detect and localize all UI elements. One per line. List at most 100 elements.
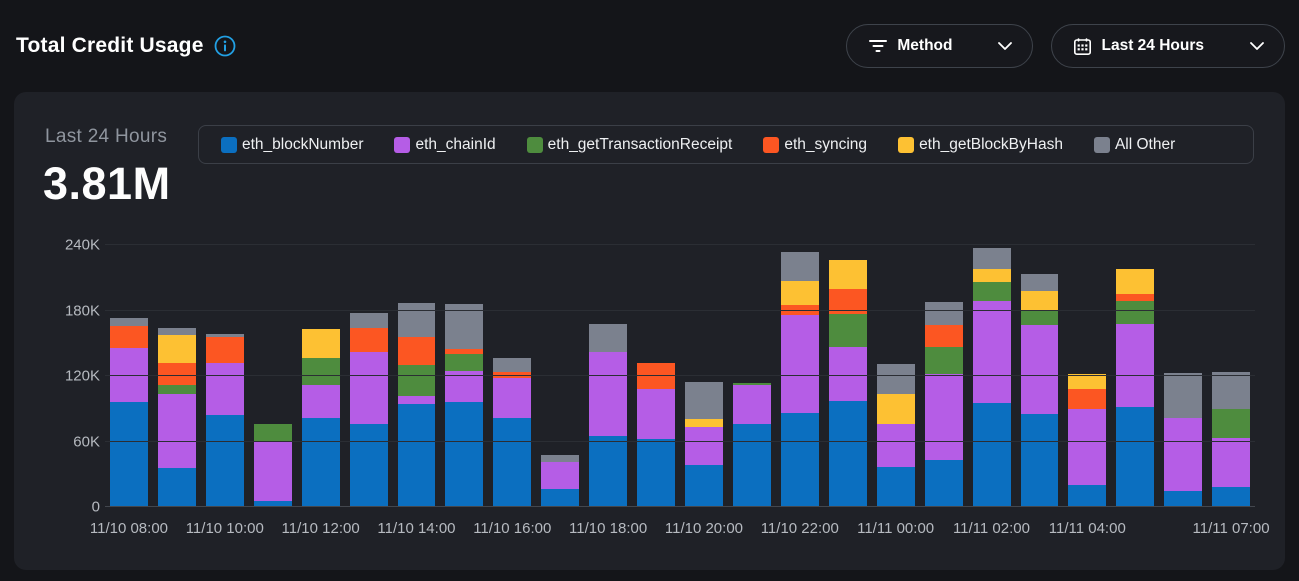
x-axis-label: 11/11 04:00 — [1048, 520, 1126, 537]
bar-segment-eth_blockNumber — [445, 402, 484, 506]
bar-segment-eth_syncing — [445, 348, 484, 355]
bar-segment-All-Other — [541, 454, 580, 463]
bars-container — [105, 244, 1255, 506]
bar-segment-eth_chainId — [349, 352, 388, 425]
bar-segment-eth_getBlockByHash — [972, 269, 1011, 283]
bar-segment-eth_getTransactionReceipt — [1116, 300, 1155, 324]
bar-segment-eth_blockNumber — [397, 404, 436, 506]
chevron-down-icon — [1250, 42, 1264, 50]
legend-label: eth_getTransactionReceipt — [547, 135, 733, 153]
x-axis-label: 11/10 18:00 — [569, 520, 648, 537]
bar-segment-eth_getTransactionReceipt — [397, 365, 436, 396]
bar-segment-eth_syncing — [397, 336, 436, 366]
gridline — [105, 244, 1255, 245]
bar-segment-All-Other — [924, 301, 963, 325]
usage-card: Last 24 Hours 3.81M eth_blockNumber eth_c… — [14, 92, 1285, 570]
legend-swatch — [526, 136, 543, 153]
bar-segment-eth_getTransactionReceipt — [253, 424, 292, 442]
x-axis-label: 11/10 10:00 — [185, 520, 264, 537]
legend-item-eth_getTransactionReceipt[interactable]: eth_getTransactionReceipt — [526, 135, 733, 154]
x-axis-label: 11/11 02:00 — [952, 520, 1030, 537]
x-axis-label: 11/11 00:00 — [857, 520, 935, 537]
bar-segment-eth_chainId — [1116, 323, 1155, 407]
bar-segment-eth_chainId — [493, 378, 532, 418]
bar-slot — [345, 312, 393, 506]
bar-segment-All-Other — [876, 364, 915, 394]
bar-segment-eth_getBlockByHash — [780, 281, 819, 306]
bar-segment-eth_getTransactionReceipt — [828, 313, 867, 347]
bar-segment-eth_chainId — [876, 424, 915, 467]
bar-slot — [1111, 269, 1159, 506]
bar-slot — [728, 382, 776, 506]
legend-swatch — [221, 136, 237, 153]
header-actions: Method Last 24 Hours — [846, 24, 1285, 68]
bar-segment-All-Other — [972, 248, 1011, 270]
bar-slot — [776, 251, 824, 506]
bar-segment-eth_chainId — [397, 395, 436, 405]
bar-segment-eth_syncing — [1116, 294, 1155, 301]
bar-slot — [1207, 371, 1255, 506]
x-axis-label: 11/10 08:00 — [89, 520, 169, 537]
bar-segment-eth_getBlockByHash — [1116, 269, 1155, 295]
x-axis-line — [105, 506, 1255, 507]
bar-segment-eth_blockNumber — [1116, 406, 1155, 506]
legend-swatch — [898, 136, 915, 153]
bar-segment-eth_blockNumber — [301, 417, 340, 506]
bar-segment-All-Other — [1164, 372, 1203, 418]
time-range-button[interactable]: Last 24 Hours — [1051, 24, 1285, 68]
legend-label: eth_getBlockByHash — [919, 135, 1063, 153]
bar-segment-eth_chainId — [685, 427, 723, 465]
bar-segment-eth_getTransactionReceipt — [924, 346, 963, 374]
legend-item-eth_blockNumber[interactable]: eth_blockNumber — [221, 136, 363, 154]
bar-segment-eth_blockNumber — [637, 439, 676, 506]
bar-segment-eth_chainId — [732, 384, 771, 425]
bar-segment-eth_syncing — [205, 336, 244, 364]
bar-slot — [824, 260, 872, 506]
y-axis-label: 0 — [91, 498, 100, 516]
y-axis-label: 120K — [64, 367, 100, 385]
bar-slot — [1016, 273, 1064, 506]
bar-slot — [249, 424, 297, 506]
legend-item-eth_chainId[interactable]: eth_chainId — [394, 135, 496, 154]
bar-segment-eth_chainId — [541, 462, 580, 489]
method-filter-button[interactable]: Method — [846, 24, 1034, 68]
info-icon[interactable] — [214, 35, 236, 57]
title-wrap: Total Credit Usage — [16, 34, 236, 58]
bar-segment-All-Other — [780, 251, 819, 282]
bar-segment-eth_blockNumber — [1068, 485, 1107, 506]
bar-segment-eth_getBlockByHash — [157, 334, 196, 364]
filter-icon — [869, 40, 888, 52]
legend-item-eth_getBlockByHash[interactable]: eth_getBlockByHash — [898, 136, 1063, 154]
bar-segment-All-Other — [589, 323, 628, 353]
x-axis-label: 11/10 14:00 — [377, 520, 456, 537]
method-filter-label: Method — [897, 37, 953, 54]
usage-chart: 0 60K 120K 180K 240K 11/10 08:00 11/10 10:00 11… — [14, 237, 1285, 557]
bar-segment-eth_blockNumber — [924, 460, 963, 506]
bar-segment-eth_blockNumber — [157, 467, 196, 506]
page-header: Total Credit Usage Method — [0, 0, 1299, 92]
legend-swatch — [1093, 136, 1110, 153]
page-title: Total Credit Usage — [16, 34, 204, 57]
bar-segment-eth_blockNumber — [732, 424, 771, 506]
bar-segment-eth_getTransactionReceipt — [732, 382, 771, 385]
gridline — [105, 375, 1255, 376]
bar-segment-eth_syncing — [110, 325, 148, 348]
y-axis-label: 240K — [64, 236, 100, 254]
bar-segment-All-Other — [349, 312, 388, 329]
bar-segment-eth_blockNumber — [876, 466, 915, 506]
legend-label: eth_syncing — [784, 135, 868, 153]
time-range-label: Last 24 Hours — [1101, 37, 1204, 54]
summary-label: Last 24 Hours — [45, 126, 168, 147]
bar-segment-eth_blockNumber — [780, 413, 819, 506]
legend-item-All-Other[interactable]: All Other — [1093, 136, 1175, 154]
calendar-icon — [1074, 37, 1092, 55]
chart-legend: eth_blockNumber eth_chainId eth_getTransac… — [198, 125, 1254, 164]
legend-label: eth_chainId — [415, 135, 496, 153]
bar-segment-eth_getBlockByHash — [301, 329, 340, 358]
bar-segment-eth_syncing — [157, 363, 196, 385]
gridline — [105, 440, 1255, 442]
bar-segment-eth_getTransactionReceipt — [157, 384, 196, 394]
bar-slot — [920, 301, 968, 506]
legend-item-eth_syncing[interactable]: eth_syncing — [763, 136, 867, 154]
bar-slot — [393, 303, 441, 506]
